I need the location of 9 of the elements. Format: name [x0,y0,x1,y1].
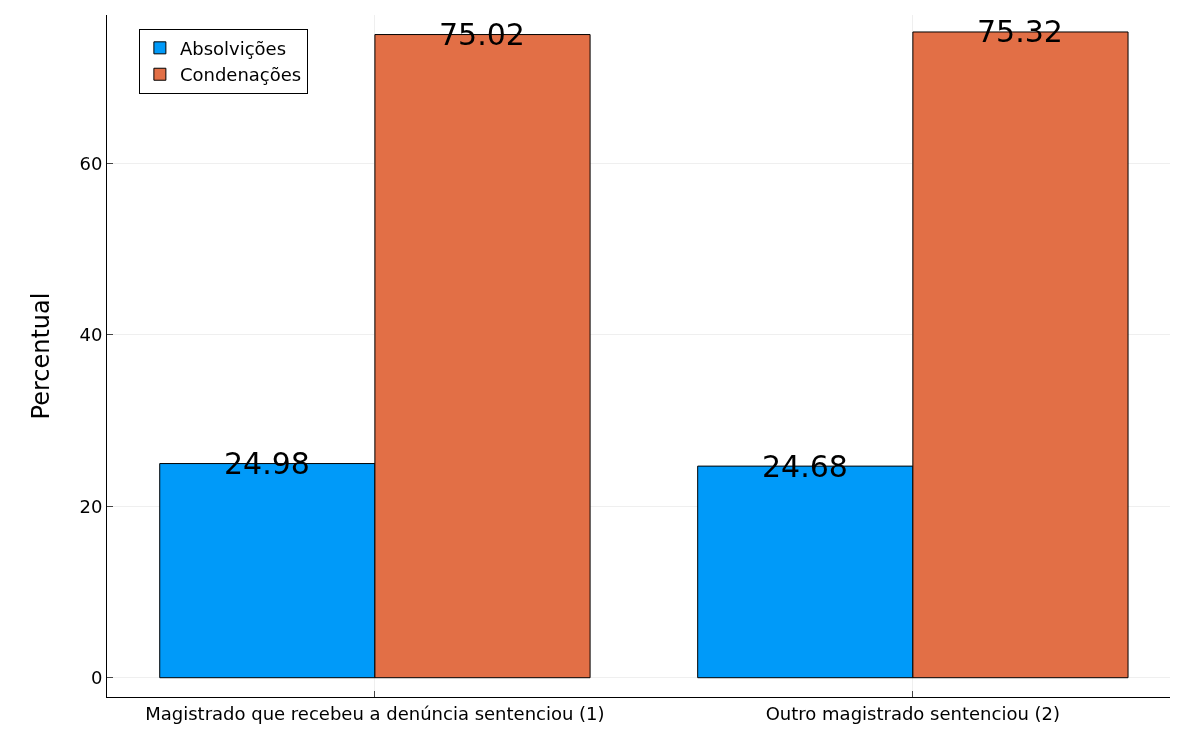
y-tick-label: 60 [79,152,103,174]
y-tick-label: 0 [90,667,103,689]
y-axis-title: Percentual [27,292,55,420]
y-tick-label: 20 [79,495,103,517]
legend-label: Condenações [179,64,302,86]
x-tick-label: Magistrado que recebeu a denúncia sentenciou (1) [145,702,605,724]
legend-label: Absolvições [179,37,287,59]
y-tick-label: 40 [79,324,103,346]
x-tick-label: Outro magistrado sentenciou (2) [765,702,1061,724]
